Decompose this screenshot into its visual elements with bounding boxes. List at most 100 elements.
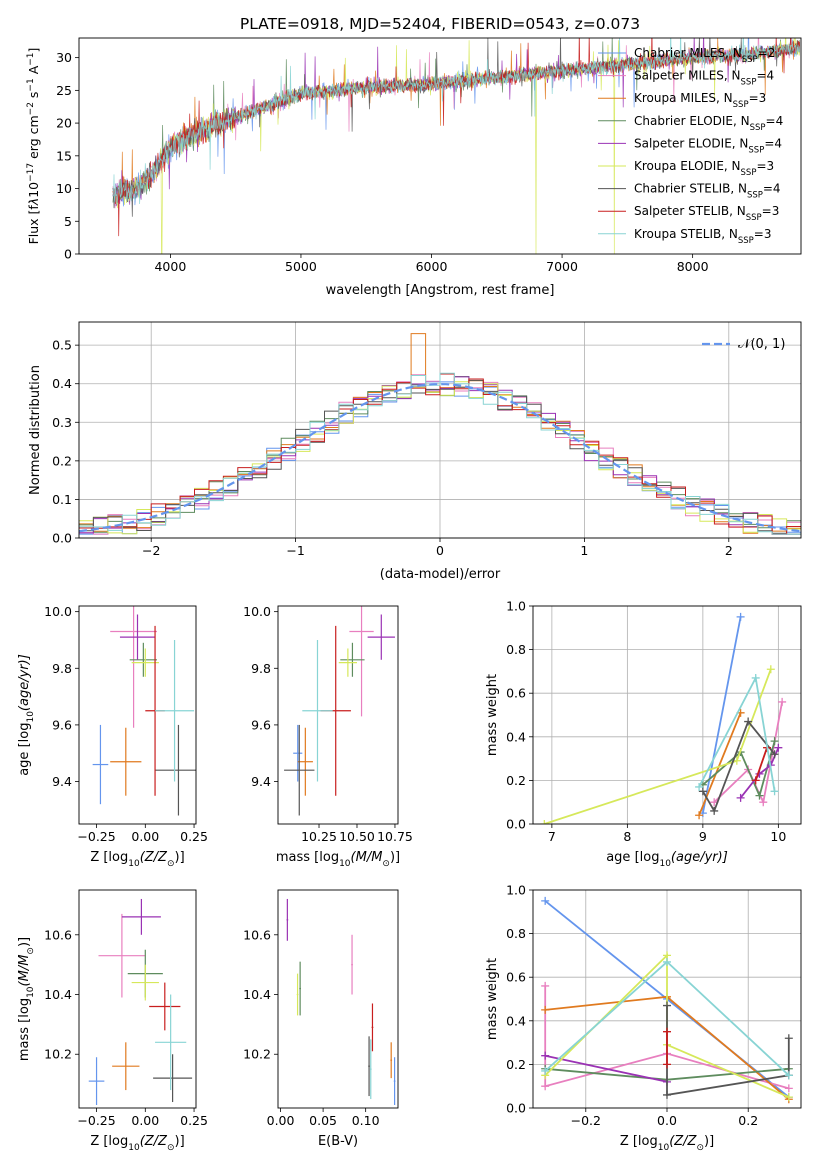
data-point (541, 896, 550, 905)
series-kroupa-stelib (541, 957, 793, 1080)
errorbar-kroupa-stelib (302, 639, 333, 782)
x-tick-label: 10.50 (339, 829, 375, 844)
plot-area (540, 612, 787, 824)
errorbar-salpeter-elodie (121, 898, 161, 935)
y-tick-label: 9.6 (251, 717, 271, 732)
plot-area (541, 896, 793, 1104)
x-tick-label: 0.00 (267, 1113, 295, 1128)
legend-label-kroupa-elodie: Kroupa ELODIE, NSSP=3 (634, 159, 774, 178)
errorbar-kroupa-miles (297, 727, 313, 796)
data-point (663, 1001, 671, 1010)
y-tick-label: 0.2 (506, 773, 526, 788)
errorbar-chabrier-miles (393, 1057, 396, 1106)
data-point (541, 1005, 550, 1014)
panel-EBV-mass: 0.00 0.05 0.10 10.2 10.4 10.6 E(B-V) (243, 889, 399, 1149)
y-tick-label: 10 (56, 181, 72, 196)
x-tick-label: −1 (286, 543, 304, 558)
y-tick-label: 9.6 (52, 717, 72, 732)
panel-residuals: −2 −1 0 1 2 0.0 0.1 0.2 0.3 0.4 0.5 𝒩(0, 1) (data-mo… (28, 321, 802, 582)
y-tick-label: 10.6 (44, 927, 72, 942)
x-tick-label: 8000 (677, 259, 709, 274)
y-axis-label: mass weight (485, 674, 500, 756)
histogram-chabrier-miles (79, 381, 801, 535)
x-tick-label: 1 (580, 543, 588, 558)
x-tick-label: −0.25 (77, 829, 115, 844)
x-tick-label: 0.05 (309, 1113, 337, 1128)
data-point (663, 1060, 671, 1069)
series-salpeter-stelib (663, 1027, 671, 1069)
errorbar-salpeter-miles (110, 606, 157, 728)
panel-Z-age: −0.25 0.00 0.25 9.4 9.6 9.8 10.0 Z [log10(Z/Z⊙)… (17, 604, 208, 869)
panel-mass-age: 10.25 10.50 10.75 9.4 9.6 9.8 10.0 mass [log10(… (243, 604, 413, 869)
y-axis-label: Flux [fλ10−17 erg cm−2 s−1 A−1] (26, 48, 41, 245)
errorbar-kroupa-elodie (131, 648, 159, 677)
normal-curve (79, 382, 801, 533)
panel-Z-massweight: −0.2 0.0 0.2 0.0 0.2 0.4 0.6 0.8 1.0 Z [log10(Z/Z… (485, 883, 802, 1153)
data-point (784, 1071, 793, 1080)
data-point (755, 791, 764, 800)
figure-title: PLATE=0918, MJD=52404, FIBERID=0543, z=0… (240, 15, 640, 33)
data-point (541, 981, 550, 990)
errorbar-salpeter-stelib (149, 982, 181, 1031)
x-tick-label: −2 (142, 543, 160, 558)
y-tick-label: 10.2 (243, 1047, 271, 1062)
x-tick-label: 10.75 (377, 829, 413, 844)
x-tick-label: 5000 (285, 259, 317, 274)
y-axis-label: Normed distribution (28, 365, 43, 495)
x-tick-label: 2 (725, 543, 733, 558)
data-point (751, 776, 760, 785)
x-axis-label: wavelength [Angstrom, rest frame] (326, 283, 555, 298)
legend-label-salpeter-stelib: Salpeter STELIB, NSSP=3 (634, 204, 779, 223)
axes-frame (532, 605, 802, 825)
errorbar-salpeter-elodie (286, 898, 289, 941)
x-tick-label: 6000 (416, 259, 448, 274)
axes-frame (277, 889, 399, 1109)
series-line (545, 1054, 668, 1083)
panel-Z-mass: −0.25 0.00 0.25 10.2 10.4 10.6 Z [log10(Z/Z⊙)]… (17, 889, 208, 1153)
y-tick-label: 0.2 (52, 453, 72, 468)
errorbar-kroupa-miles (112, 1042, 140, 1091)
data-point (541, 1051, 550, 1060)
y-tick-label: 5 (64, 214, 72, 229)
y-tick-label: 0.3 (52, 415, 72, 430)
legend-label-salpeter-elodie: Salpeter ELODIE, NSSP=4 (634, 136, 782, 155)
legend-label-salpeter-miles: Salpeter MILES, NSSP=4 (634, 69, 774, 88)
y-tick-label: 0.4 (52, 376, 72, 391)
x-tick-label: 0.2 (738, 1113, 758, 1128)
errorbar-chabrier-stelib (155, 724, 196, 816)
x-tick-label: 0.25 (180, 1113, 208, 1128)
axes-frame (277, 605, 399, 825)
errorbar-kroupa-elodie (296, 973, 299, 1016)
y-tick-label: 10.4 (243, 987, 271, 1002)
errorbar-chabrier-miles (92, 724, 109, 805)
data-point (770, 750, 779, 759)
legend: Chabrier MILES, NSSP=2 Salpeter MILES, NS… (598, 46, 783, 246)
errorbar-chabrier-elodie (129, 642, 157, 677)
spectrum-line-chabrier-miles (112, 38, 801, 207)
plot-area (284, 606, 395, 816)
axes-frame (78, 605, 197, 825)
x-axis-label: (data-model)/error (380, 567, 501, 582)
data-point (784, 1034, 793, 1043)
series-line (702, 719, 776, 813)
data-point (663, 1090, 671, 1099)
errorbar-kroupa-elodie (338, 648, 357, 677)
legend-label-normal: 𝒩(0, 1) (738, 337, 785, 352)
errorbar-salpeter-miles (351, 934, 353, 995)
histogram-kroupa-stelib (79, 372, 801, 535)
data-point (770, 787, 779, 796)
series-kroupa-stelib (695, 673, 779, 796)
data-point (663, 957, 671, 966)
panel-spectrum: 4000 5000 6000 7000 8000 0 5 10 15 20 25 30 Chabrier… (26, 37, 802, 298)
x-tick-label: 0.0 (657, 1113, 677, 1128)
y-tick-label: 15 (56, 148, 72, 163)
data-point (698, 787, 707, 796)
axes-frame (78, 37, 802, 255)
axes-frame (78, 321, 802, 539)
errorbar-chabrier-elodie (299, 961, 301, 1016)
y-tick-label: 20 (56, 116, 72, 131)
y-tick-label: 0.2 (506, 1057, 526, 1072)
y-tick-label: 10.0 (243, 604, 271, 619)
y-tick-label: 10.2 (44, 1047, 72, 1062)
plot-area (79, 333, 801, 535)
